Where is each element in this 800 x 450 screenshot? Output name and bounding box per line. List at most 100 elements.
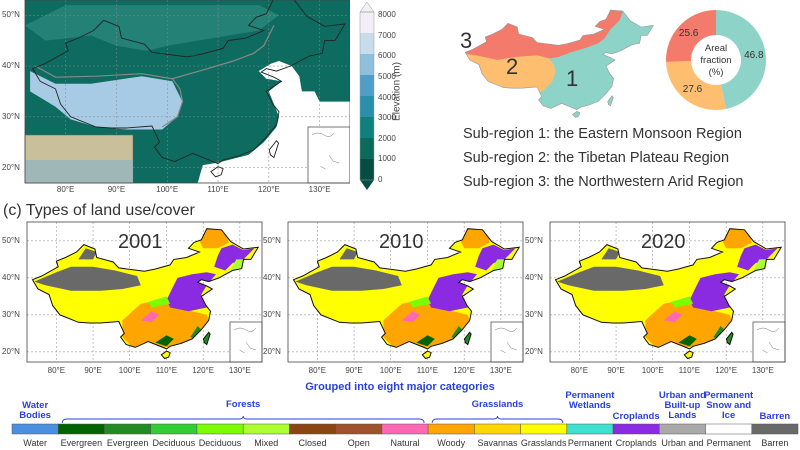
deciduous-forest-patch bbox=[148, 296, 171, 308]
subregion-outline bbox=[464, 9, 654, 110]
year-label: 2020 bbox=[641, 231, 686, 253]
legend-swatch bbox=[150, 423, 198, 435]
legend-swatch bbox=[520, 423, 568, 435]
subregion-description-1: Sub-region 1: the Eastern Monsoon Region bbox=[463, 126, 742, 142]
lon-label: 90°E bbox=[607, 366, 625, 375]
legend-class-label: Open bbox=[347, 438, 370, 448]
evergreen-forest-patch bbox=[416, 335, 435, 347]
china-border bbox=[31, 228, 260, 350]
colorbar-tick: 0 bbox=[378, 175, 383, 184]
woody-savanna-patch bbox=[199, 228, 229, 249]
donut-value-label: 46.8 bbox=[744, 50, 764, 62]
donut-center-label: (%) bbox=[708, 67, 724, 78]
barren-patch bbox=[295, 266, 402, 291]
legend-heading: Grouped into eight major categories bbox=[305, 381, 495, 393]
legend-class-label: Barren bbox=[761, 438, 789, 448]
lon-label: 120°E bbox=[257, 185, 280, 194]
elevation-colorbar bbox=[359, 1, 375, 190]
lon-label: 110°E bbox=[678, 366, 701, 375]
evergreen-forest-patch bbox=[451, 326, 465, 339]
colorbar-extend-bottom bbox=[360, 180, 374, 190]
lat-label: 20°N bbox=[2, 162, 20, 172]
subregion-label-3: 3 bbox=[460, 28, 473, 53]
colorbar-tick: 5000 bbox=[378, 71, 396, 81]
cropland-patch bbox=[214, 244, 255, 271]
lat-label: 50°N bbox=[525, 235, 543, 245]
lat-label: 40°N bbox=[525, 272, 543, 282]
lon-label: 90°E bbox=[84, 366, 102, 375]
colorbar-frame bbox=[359, 11, 375, 181]
lon-label: 80°E bbox=[47, 366, 66, 375]
china-border bbox=[554, 228, 783, 350]
legend-swatch bbox=[427, 423, 475, 435]
legend-class-label: Evergreen bbox=[106, 438, 149, 448]
donut-center-label: Areal bbox=[704, 43, 728, 54]
lat-label: 50°N bbox=[2, 10, 20, 20]
china-border bbox=[160, 350, 171, 360]
lat-label: 20°N bbox=[525, 346, 543, 356]
elevation-map bbox=[24, 0, 350, 184]
lon-label: 80°E bbox=[308, 366, 327, 375]
china-border bbox=[210, 166, 224, 178]
lon-label: 120°E bbox=[715, 366, 738, 375]
subregion-map bbox=[464, 9, 766, 118]
year-label: 2001 bbox=[118, 231, 163, 253]
map-frame bbox=[24, 0, 350, 184]
lat-label: 20°N bbox=[2, 346, 20, 356]
donut-center-label: fraction bbox=[700, 55, 732, 66]
lon-label: 120°E bbox=[192, 366, 215, 375]
legend-group-label: Urban and Built-up Lands bbox=[658, 389, 706, 421]
donut-value-label: 25.6 bbox=[678, 27, 699, 39]
lon-label: 100°E bbox=[641, 366, 664, 375]
legend-class-label: Deciduous bbox=[198, 438, 242, 448]
donut-slice bbox=[716, 10, 766, 109]
woody-savanna-patch bbox=[645, 300, 734, 349]
colorbar-segment bbox=[360, 117, 374, 139]
woody-savanna-patch bbox=[722, 228, 752, 249]
evergreen-forest-patch bbox=[713, 326, 727, 339]
lat-label: 20°N bbox=[263, 346, 281, 356]
legend-class-label: Mixed bbox=[254, 438, 279, 448]
legend-swatch bbox=[612, 423, 660, 435]
map-frame bbox=[549, 221, 786, 363]
legend-swatch bbox=[751, 423, 799, 435]
group-bracket bbox=[61, 416, 425, 424]
cropland-patch bbox=[737, 244, 778, 271]
legend-swatch bbox=[57, 423, 105, 435]
lat-label: 40°N bbox=[2, 61, 20, 71]
legend-swatch bbox=[566, 423, 614, 435]
map-frame bbox=[287, 221, 524, 363]
legend-class-label: Evergreen bbox=[60, 438, 103, 448]
lon-label: 130°E bbox=[308, 185, 331, 194]
legend-group-label: Grasslands bbox=[471, 399, 524, 410]
evergreen-forest-patch bbox=[190, 326, 204, 339]
legend-swatch bbox=[381, 423, 429, 435]
legend-swatch bbox=[11, 423, 59, 435]
natural-vegetation-patch bbox=[663, 311, 683, 323]
barren-patch bbox=[339, 248, 358, 260]
legend-class-label: Water bbox=[23, 438, 47, 448]
colorbar-tick: 3000 bbox=[378, 113, 396, 123]
barren-patch bbox=[557, 266, 664, 291]
china-border bbox=[31, 0, 346, 165]
colorbar-segment bbox=[360, 138, 374, 160]
china-border bbox=[268, 139, 280, 159]
lon-label: 100°E bbox=[156, 185, 179, 194]
map-frame bbox=[26, 221, 263, 363]
lon-label: 130°E bbox=[489, 366, 512, 375]
elevation-map-panel: 50°N 40°N 30°N 20°N 80°E 90°E 100°E 110°E 120°E 1… bbox=[0, 0, 420, 200]
subregion-label-2: 2 bbox=[506, 54, 519, 79]
china-border bbox=[421, 350, 432, 360]
lat-label: 40°N bbox=[2, 272, 20, 282]
colorbar-tick: 1000 bbox=[378, 154, 396, 164]
colorbar-segment bbox=[360, 12, 374, 34]
subregion-2-area bbox=[465, 52, 556, 97]
lon-label: 130°E bbox=[751, 366, 774, 375]
lon-label: 90°E bbox=[345, 366, 363, 375]
colorbar-tick: 6000 bbox=[378, 51, 396, 61]
colorbar-segment bbox=[360, 33, 374, 55]
year-label: 2010 bbox=[379, 231, 424, 253]
subregion-boundary bbox=[161, 78, 184, 128]
legend-brackets-and-bar bbox=[11, 416, 799, 435]
evergreen-forest-patch bbox=[155, 335, 174, 347]
